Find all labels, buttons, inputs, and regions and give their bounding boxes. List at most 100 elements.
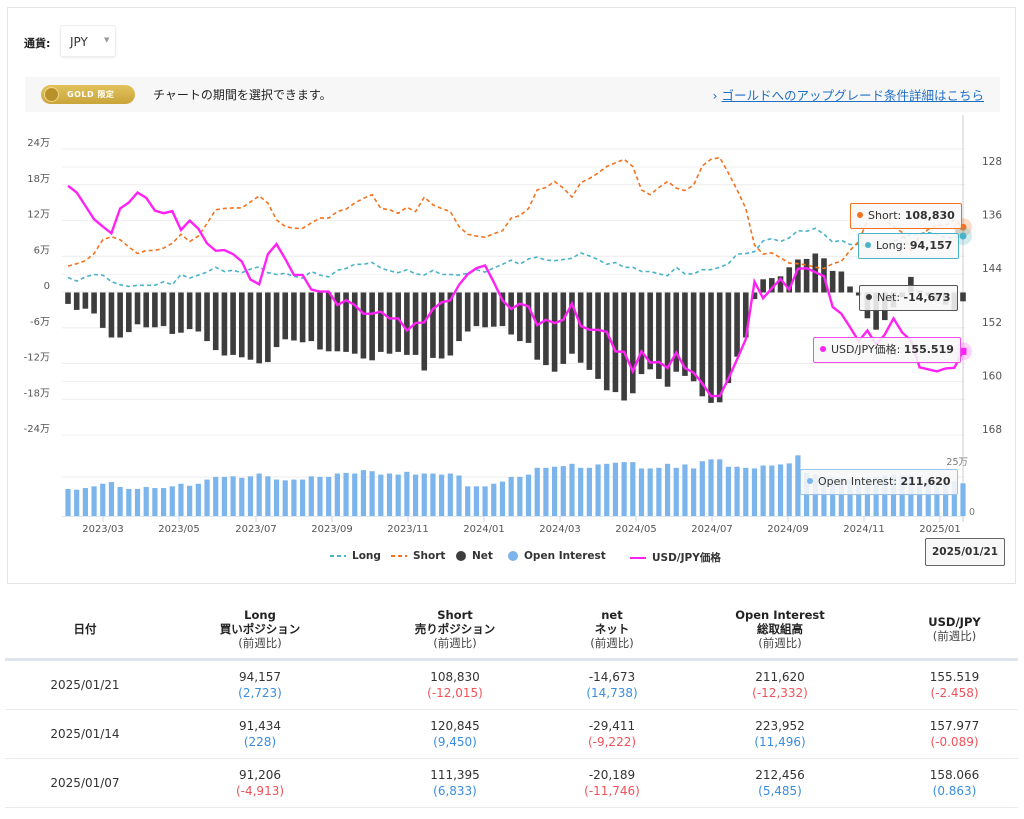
net-bar [621, 292, 627, 401]
open-interest-bar [560, 466, 566, 516]
open-interest-bar [786, 463, 792, 516]
cell-value: 211,620 [755, 670, 805, 684]
cell-value: 157.977 [929, 719, 980, 733]
cot-chart[interactable]: 24万 18万 12万 6万 0 -6万 -12万 -18万 -24万 128 136 144 152 1… [0, 0, 1024, 590]
cell-weekly-change: (-0.089) [930, 735, 979, 749]
net-bar [716, 292, 723, 403]
column-header-line: (前週比) [590, 636, 634, 650]
open-interest-bar [178, 483, 184, 516]
net-bar [247, 292, 254, 360]
short-line [67, 156, 964, 270]
left-axis-tick-label: -24万 [24, 424, 50, 435]
tooltip-label: Open Interest [818, 475, 894, 488]
column-header-line: USD/JPY [928, 615, 981, 629]
x-axis-tick-label: 2023/05 [158, 524, 200, 535]
legend-label: USD/JPY価格 [652, 552, 721, 564]
open-interest-bar [656, 467, 662, 516]
cell-weekly-change: (6,833) [433, 784, 477, 798]
value-cell: 91,434 (228) [165, 709, 355, 759]
cell-weekly-change: (228) [243, 735, 277, 749]
left-axis-tick-label: 18万 [27, 174, 50, 185]
upgrade-link[interactable]: › ゴールドへのアップグレード条件詳細はこちら [712, 85, 984, 104]
chart-card [7, 7, 1016, 584]
tooltip-label: USD/JPY価格 [831, 343, 897, 356]
right-axis-tick-label: 136 [982, 210, 1002, 222]
net-bar [690, 292, 697, 382]
open-interest-bar [578, 467, 584, 516]
net-bar [378, 292, 384, 352]
open-interest-bar [369, 471, 375, 516]
cell-weekly-change: (2,723) [238, 686, 282, 700]
legend-item-short[interactable]: Short [391, 550, 445, 562]
open-interest-bar [795, 455, 801, 516]
tooltip-label: Long [876, 239, 903, 252]
table-header-row: 日付 Long 買いポジション (前週比) Short 売りポジション (前週比) net ネッ… [5, 600, 1018, 661]
open-interest-bar [612, 462, 619, 516]
net-bar [699, 292, 706, 397]
cell-value: 91,206 [239, 768, 281, 782]
value-cell: -29,411 (-9,222) [555, 709, 669, 759]
net-bar [464, 292, 471, 332]
legend-label: Short [413, 550, 446, 562]
net-bar [673, 292, 680, 372]
open-interest-bar [404, 471, 410, 516]
net-bar [152, 292, 158, 328]
cell-value: 158.066 [929, 768, 980, 782]
open-interest-bar [621, 462, 627, 516]
net-bar [395, 292, 401, 352]
column-header-line: 買いポジション [219, 622, 301, 636]
net-bar [803, 258, 810, 293]
open-interest-bar [751, 468, 758, 516]
open-interest-bar [439, 474, 445, 516]
net-bar [126, 292, 132, 333]
legend-item-net[interactable]: Net [456, 550, 493, 562]
net-bar [751, 292, 758, 300]
currency-select[interactable]: JPY ▼ [60, 25, 116, 57]
column-header-line: ネット [594, 622, 630, 636]
upgrade-link-text: ゴールドへのアップグレード条件詳細はこちら [721, 88, 984, 103]
open-interest-bar [647, 468, 653, 516]
net-bar [786, 267, 793, 293]
tooltip-value: 211,620 [900, 475, 951, 488]
value-cell: 223,952 (11,496) [669, 709, 891, 759]
long-line [67, 227, 964, 288]
open-interest-bar [74, 489, 80, 516]
cell-value: 91,434 [239, 719, 281, 733]
column-header: Open Interest 総取組高 (前週比) [669, 600, 891, 661]
open-interest-bar [543, 467, 549, 516]
open-interest-bar [126, 488, 132, 516]
open-interest-bar [934, 480, 940, 516]
open-interest-bar [447, 473, 453, 516]
legend-item-price[interactable]: USD/JPY価格 [630, 550, 721, 565]
net-bar [742, 292, 749, 338]
net-bar [386, 292, 393, 354]
net-bar [682, 292, 688, 376]
net-bar [108, 292, 115, 338]
value-cell: 120,845 (9,450) [355, 709, 555, 759]
open-interest-bar [343, 472, 349, 516]
cell-weekly-change: (-9,222) [587, 735, 637, 749]
tooltip-date: 2025/01/21 [925, 538, 1006, 566]
open-interest-bar [638, 468, 645, 516]
tooltip-value: -14,673 [903, 291, 951, 304]
net-bar [447, 292, 454, 356]
open-interest-bar [204, 479, 210, 516]
open-interest-bar [108, 482, 115, 516]
open-interest-bar [265, 476, 271, 516]
net-bar [317, 292, 323, 350]
open-interest-bar [473, 486, 479, 516]
net-bar [873, 292, 879, 330]
net-bar [473, 292, 480, 327]
date-cell: 2025/01/21 [5, 659, 165, 710]
legend-item-open-interest[interactable]: Open Interest [508, 550, 606, 562]
legend-item-long[interactable]: Long [330, 550, 381, 562]
net-bar [186, 292, 193, 330]
cell-weekly-change: (0.863) [932, 784, 977, 798]
cell-value: 108,830 [430, 670, 480, 684]
right-axis-tick-label: 160 [982, 370, 1002, 382]
left-axis-tick-label: 12万 [27, 210, 50, 221]
cell-weekly-change: (-11,746) [584, 784, 640, 798]
net-bar [265, 292, 271, 363]
currency-label: 通貨: [24, 37, 51, 50]
column-header-line: Open Interest [735, 608, 825, 622]
